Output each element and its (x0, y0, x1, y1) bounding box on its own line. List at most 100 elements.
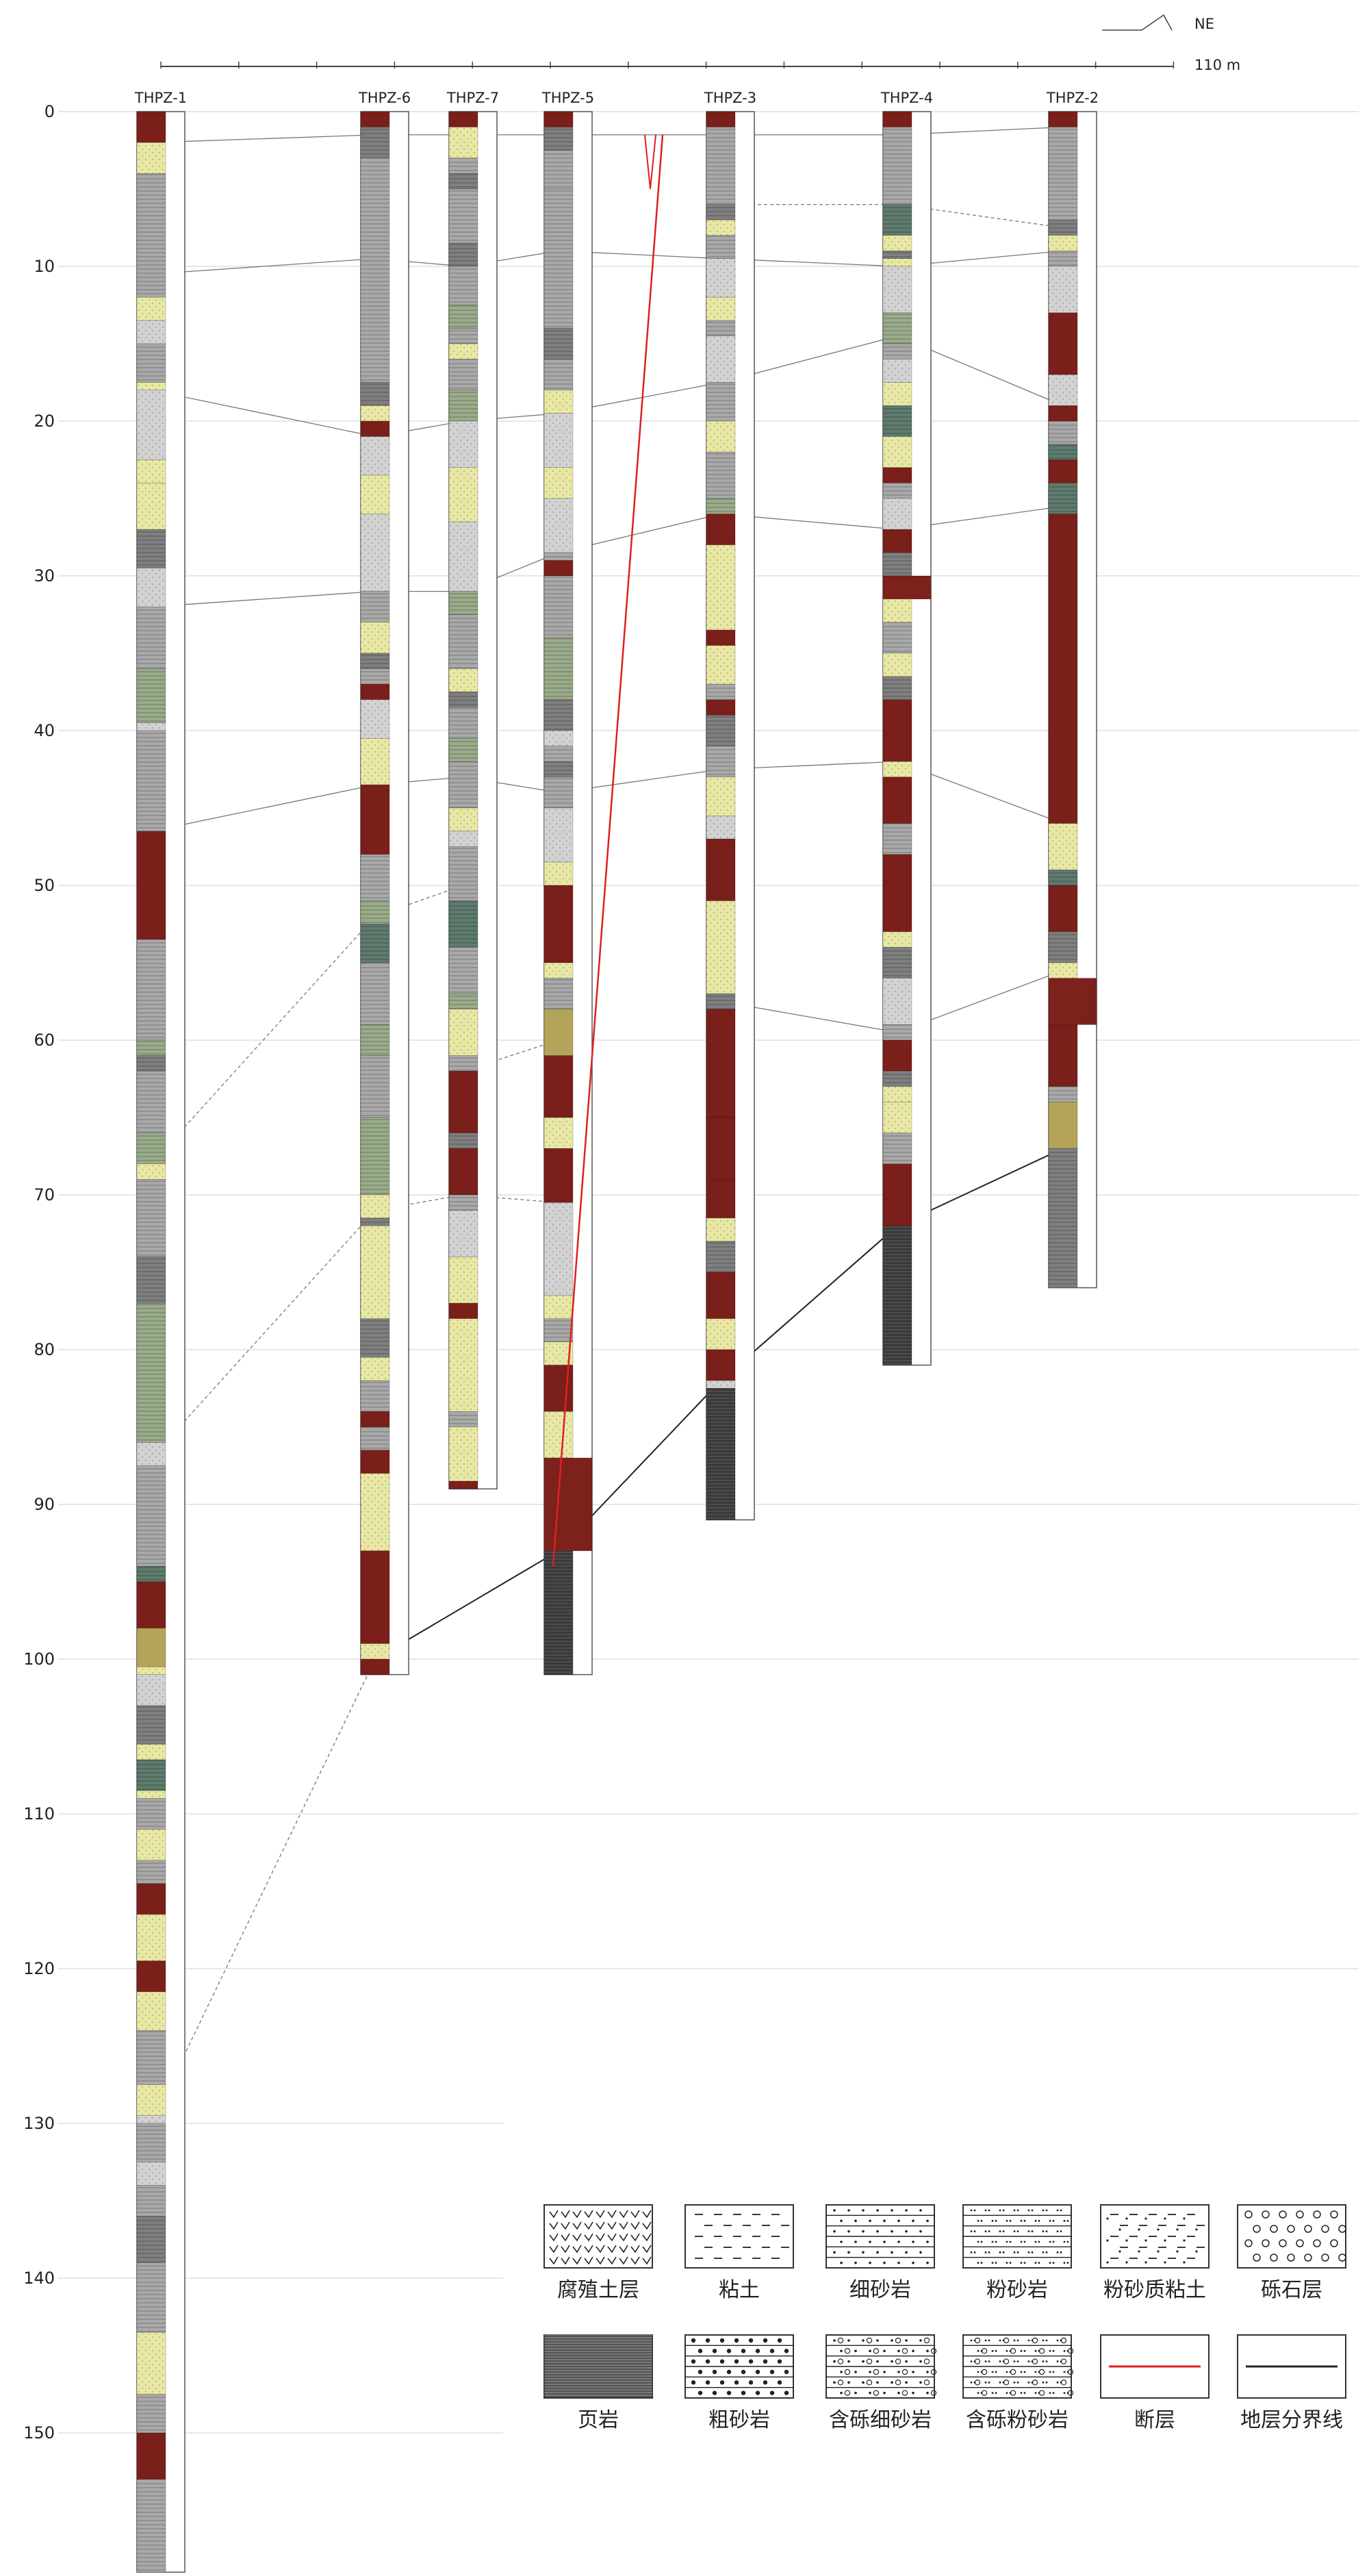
lithology-pattern (544, 390, 573, 414)
lithology-pattern (137, 1257, 166, 1304)
lithology-pattern (361, 1318, 389, 1358)
legend-label: 地层分界线 (1240, 2408, 1343, 2432)
lithology-pattern (449, 173, 478, 189)
lithology-pattern (137, 1465, 166, 1567)
lithology-pattern (137, 1442, 166, 1466)
lithology-pattern (449, 831, 478, 847)
lithology-pattern (137, 1303, 166, 1443)
borehole-thpz-4: THPZ-4 (880, 90, 933, 1366)
lithology-pattern (1049, 235, 1077, 251)
lithology-pattern (544, 963, 573, 978)
lithology-pattern (361, 514, 389, 592)
lithology-pattern (706, 1388, 735, 1520)
lithology-pattern (449, 421, 478, 468)
depth-tick-label: 110 (23, 1804, 55, 1823)
stratigraphic-boundary (721, 203, 1064, 229)
lithology-pattern (361, 127, 389, 158)
lithology-pattern (449, 846, 478, 901)
legend-label: 细砂岩 (849, 2278, 911, 2302)
lithology-pattern (1049, 1148, 1077, 1288)
lithology-pattern (883, 1024, 912, 1040)
lithology-pattern (1049, 444, 1077, 460)
legend-item-gravel: 砾石层 (1237, 2204, 1346, 2302)
lithology-pattern (137, 1071, 166, 1133)
lithology-pattern (361, 475, 389, 514)
lithology-pattern (706, 320, 735, 336)
lithology-pattern (706, 746, 735, 777)
legend-item-shale: 页岩 (543, 2334, 653, 2432)
lithology-pattern (137, 1667, 166, 1675)
lithology-pattern (137, 320, 166, 344)
lithology-pattern (706, 336, 735, 383)
lithology-pattern (361, 1024, 389, 1056)
lithology-layer (136, 1581, 166, 1629)
lithology-pattern (706, 1380, 735, 1389)
lithology-layer (136, 1628, 166, 1667)
scale-label: 110 m (1194, 57, 1240, 73)
lithology-pattern (137, 1798, 166, 1830)
lithology-layer (706, 1117, 736, 1180)
lithology-pattern (361, 668, 389, 685)
depth-tick-label: 30 (34, 566, 55, 585)
lithology-pattern (449, 1427, 478, 1482)
depth-tick-label: 40 (34, 721, 55, 740)
lithology-pattern (449, 1210, 478, 1257)
lithology-pattern (361, 963, 389, 1025)
lithology-pattern (706, 258, 735, 298)
lithology-pattern (137, 2332, 166, 2395)
legend-item-boundary: 地层分界线 (1237, 2334, 1346, 2432)
lithology-pattern (361, 1226, 389, 1319)
lithology-pattern (883, 823, 912, 855)
lithology-pattern (137, 1055, 166, 1072)
lithology-layer (360, 683, 390, 700)
orientation-label: NE (1194, 16, 1214, 32)
lithology-layer (448, 1148, 478, 1196)
legend-label: 粉砂质粘土 (1103, 2278, 1206, 2302)
lithology-pattern (449, 591, 478, 615)
lithology-layer (706, 838, 736, 901)
lithology-pattern (137, 568, 166, 607)
lithology-pattern (137, 529, 166, 568)
lithology-pattern (544, 1117, 573, 1149)
legend-label: 腐殖土层 (557, 2278, 639, 2302)
lithology-pattern (706, 297, 735, 321)
lithology-layer (448, 1302, 478, 1319)
legend-swatch (1237, 2204, 1346, 2269)
lithology-pattern (449, 1133, 478, 1149)
lithology-pattern (1049, 375, 1077, 406)
lithology-pattern (137, 1744, 166, 1760)
lithology-layer (360, 784, 390, 855)
lithology-layer (882, 699, 912, 762)
lithology-layer (706, 699, 736, 716)
lithology-pattern (706, 220, 735, 236)
borehole-label: THPZ-7 (446, 90, 499, 106)
lithology-pattern (137, 2123, 166, 2162)
lithology-pattern (449, 467, 478, 522)
depth-tick-label: 0 (44, 102, 55, 121)
lithology-layer (448, 1070, 478, 1133)
stratigraphic-boundary (463, 1039, 559, 1072)
lithology-pattern (137, 173, 166, 298)
lithology-pattern (544, 127, 573, 151)
lithology-pattern (544, 359, 573, 390)
lithology-pattern (544, 328, 573, 359)
lithology-pattern (706, 544, 735, 631)
lithology-layer (1048, 885, 1078, 933)
lithology-pattern (544, 808, 573, 863)
lithology-pattern (449, 900, 478, 948)
lithology-pattern (883, 1226, 912, 1365)
lithology-pattern (361, 924, 389, 963)
lithology-pattern (361, 157, 389, 383)
lithology-pattern (544, 862, 573, 885)
depth-tick-label: 100 (23, 1650, 55, 1669)
borehole-columns: THPZ-1 THPZ-6 THPZ-7 THPZ-5 THPZ-3 THPZ-4 THPZ… (134, 90, 1099, 2573)
lithology-pattern (137, 142, 166, 174)
fault-arrow (644, 134, 651, 190)
depth-tick-label: 20 (34, 412, 55, 431)
lithology-pattern (361, 1473, 389, 1551)
lithology-pattern (544, 553, 573, 561)
lithology-layer (543, 1055, 574, 1118)
lithology-pattern (544, 467, 573, 498)
depth-tick-label: 50 (34, 876, 55, 895)
